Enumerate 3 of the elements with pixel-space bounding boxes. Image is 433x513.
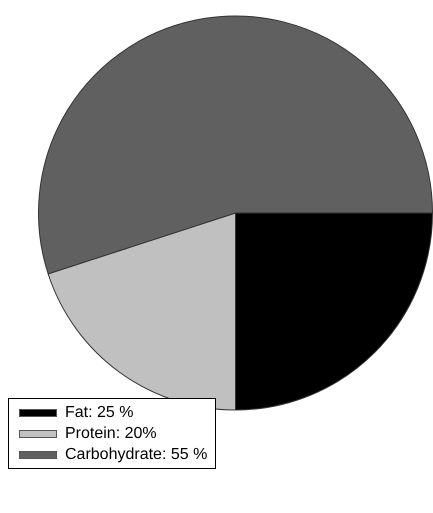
legend-label: Fat: 25 %: [65, 403, 134, 423]
legend-label: Protein: 20%: [65, 424, 157, 444]
legend-label: Carbohydrate: 55 %: [65, 445, 208, 465]
